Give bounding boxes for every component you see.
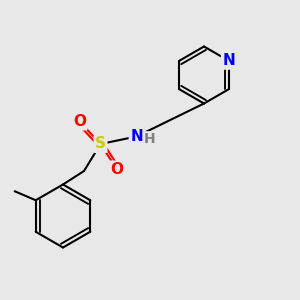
Text: N: N <box>130 129 143 144</box>
Text: N: N <box>222 53 235 68</box>
Text: H: H <box>144 133 156 146</box>
Text: O: O <box>73 114 86 129</box>
Text: S: S <box>95 136 106 152</box>
Text: O: O <box>110 162 124 177</box>
